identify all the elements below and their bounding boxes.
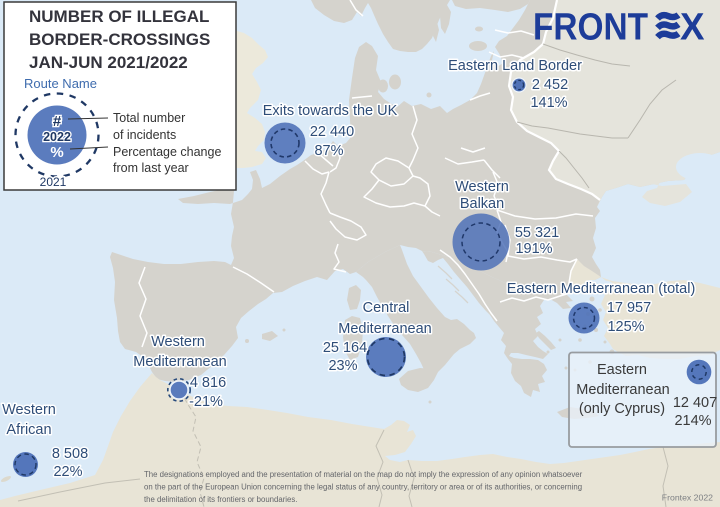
svg-text:JAN-JUN 2021/2022: JAN-JUN 2021/2022 (29, 53, 188, 72)
svg-text:Exits towards the UK: Exits towards the UK (263, 103, 398, 119)
svg-text:Mediterranean: Mediterranean (338, 321, 432, 337)
svg-text:Eastern Land Border: Eastern Land Border (448, 58, 582, 74)
svg-text:87%: 87% (314, 143, 343, 159)
svg-text:Eastern Mediterranean (total): Eastern Mediterranean (total) (507, 281, 696, 297)
svg-text:Balkan: Balkan (460, 196, 504, 212)
svg-text:125%: 125% (607, 319, 644, 335)
svg-text:the delimitation of its fronti: the delimitation of its frontiers or bou… (144, 495, 297, 504)
svg-text:22 440: 22 440 (310, 124, 354, 140)
svg-text:Western: Western (151, 334, 205, 350)
svg-text:22%: 22% (53, 464, 82, 480)
svg-text:NUMBER OF ILLEGAL: NUMBER OF ILLEGAL (29, 7, 209, 26)
svg-text:141%: 141% (530, 95, 567, 111)
svg-text:on the part of the European Un: on the part of the European Union concer… (144, 483, 582, 492)
svg-text:from last year: from last year (113, 161, 189, 175)
svg-text:12 407: 12 407 (673, 395, 717, 411)
svg-text:BORDER-CROSSINGS: BORDER-CROSSINGS (29, 30, 210, 49)
svg-text:8 508: 8 508 (52, 446, 88, 462)
svg-text:2 452: 2 452 (532, 77, 568, 93)
svg-text:#: # (53, 113, 62, 130)
svg-text:FRONT: FRONT (533, 7, 648, 49)
svg-text:Eastern: Eastern (597, 362, 647, 378)
svg-text:X: X (680, 7, 705, 49)
svg-text:Mediterranean: Mediterranean (133, 354, 227, 370)
svg-text:-21%: -21% (189, 394, 223, 410)
svg-text:(only Cyprus): (only Cyprus) (579, 401, 665, 417)
svg-text:African: African (6, 422, 51, 438)
svg-text:The designations employed and: The designations employed and the presen… (144, 470, 583, 479)
svg-text:Western: Western (455, 179, 509, 195)
svg-text:2021: 2021 (40, 175, 67, 189)
svg-text:Total number: Total number (113, 111, 185, 125)
svg-text:214%: 214% (674, 413, 711, 429)
svg-text:Percentage change: Percentage change (113, 145, 221, 159)
svg-text:55 321: 55 321 (515, 225, 559, 241)
svg-text:Route Name: Route Name (24, 76, 97, 91)
svg-text:%: % (50, 144, 63, 161)
svg-text:of incidents: of incidents (113, 128, 176, 142)
svg-text:23%: 23% (328, 358, 357, 374)
svg-text:4 816: 4 816 (190, 375, 226, 391)
svg-text:Central: Central (363, 300, 410, 316)
svg-text:25 164: 25 164 (323, 340, 367, 356)
svg-text:Frontex 2022: Frontex 2022 (662, 493, 713, 503)
svg-text:2022: 2022 (43, 130, 71, 144)
svg-text:Mediterranean: Mediterranean (576, 382, 670, 398)
svg-text:17 957: 17 957 (607, 300, 651, 316)
svg-text:Western: Western (2, 402, 56, 418)
svg-text:191%: 191% (515, 241, 552, 257)
